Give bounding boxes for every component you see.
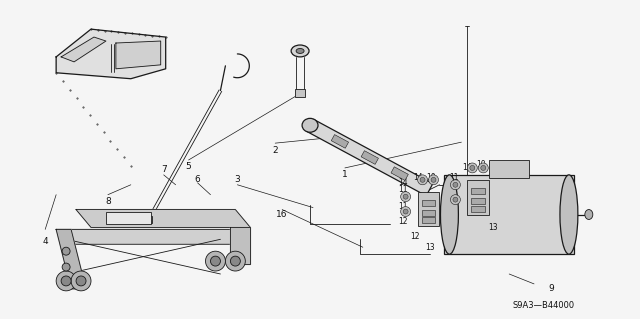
Circle shape (470, 166, 475, 170)
Circle shape (451, 195, 460, 204)
Text: 5: 5 (186, 162, 191, 171)
Circle shape (417, 175, 428, 185)
Text: 11: 11 (398, 202, 408, 211)
Text: 7: 7 (161, 166, 166, 174)
Circle shape (211, 256, 220, 266)
Polygon shape (391, 167, 408, 181)
Text: 14: 14 (398, 178, 408, 187)
Bar (417, 192, 440, 226)
Polygon shape (56, 29, 166, 79)
Circle shape (453, 182, 458, 187)
Circle shape (481, 166, 486, 170)
Text: 1: 1 (342, 170, 348, 179)
Circle shape (56, 271, 76, 291)
Polygon shape (230, 227, 250, 264)
Circle shape (431, 177, 436, 182)
Text: 13: 13 (488, 223, 498, 232)
Circle shape (420, 177, 425, 182)
Polygon shape (332, 135, 349, 148)
Circle shape (205, 251, 225, 271)
Circle shape (403, 194, 408, 199)
Text: 4: 4 (42, 237, 48, 246)
Bar (489, 160, 529, 178)
Bar (444, 175, 574, 254)
Ellipse shape (585, 210, 593, 219)
Circle shape (429, 175, 438, 185)
Bar (146, 216, 152, 223)
Ellipse shape (291, 45, 309, 57)
Polygon shape (61, 37, 106, 62)
Circle shape (62, 247, 70, 255)
Text: 12: 12 (398, 217, 408, 226)
Circle shape (451, 180, 460, 190)
Text: 10: 10 (477, 160, 486, 169)
Polygon shape (56, 229, 250, 244)
Text: 8: 8 (105, 197, 111, 206)
Text: 11: 11 (398, 185, 408, 194)
Ellipse shape (440, 175, 458, 254)
Polygon shape (307, 119, 433, 196)
Ellipse shape (560, 175, 578, 254)
Circle shape (225, 251, 245, 271)
Circle shape (230, 256, 241, 266)
Circle shape (453, 197, 458, 202)
Bar (471, 205, 485, 211)
Polygon shape (76, 210, 250, 227)
Bar (422, 210, 435, 216)
Text: 16: 16 (276, 210, 288, 219)
Text: 12: 12 (450, 212, 459, 221)
Text: 14: 14 (463, 163, 472, 173)
Circle shape (62, 263, 70, 271)
Text: 10: 10 (427, 173, 436, 182)
Text: 14: 14 (413, 173, 422, 182)
Circle shape (401, 192, 411, 202)
Circle shape (76, 276, 86, 286)
Text: 11: 11 (450, 173, 459, 182)
Text: 12: 12 (410, 232, 419, 241)
Text: 13: 13 (425, 243, 435, 252)
Ellipse shape (302, 118, 318, 132)
Circle shape (71, 271, 91, 291)
Bar (295, 89, 305, 97)
Polygon shape (56, 229, 86, 289)
Circle shape (478, 163, 488, 173)
Ellipse shape (296, 48, 304, 53)
Text: 2: 2 (273, 145, 278, 155)
Text: 3: 3 (234, 175, 240, 184)
Bar (467, 180, 489, 214)
Text: S9A3—B44000: S9A3—B44000 (513, 301, 575, 310)
Circle shape (467, 163, 477, 173)
Circle shape (403, 209, 408, 214)
Polygon shape (116, 41, 161, 69)
Polygon shape (361, 151, 378, 164)
Circle shape (61, 276, 71, 286)
Circle shape (401, 207, 411, 217)
Text: 6: 6 (195, 175, 200, 184)
Text: 9: 9 (548, 284, 554, 293)
Bar (422, 218, 435, 223)
Bar (106, 211, 151, 225)
Bar (471, 188, 485, 194)
Bar (422, 200, 435, 205)
Bar (471, 198, 485, 204)
